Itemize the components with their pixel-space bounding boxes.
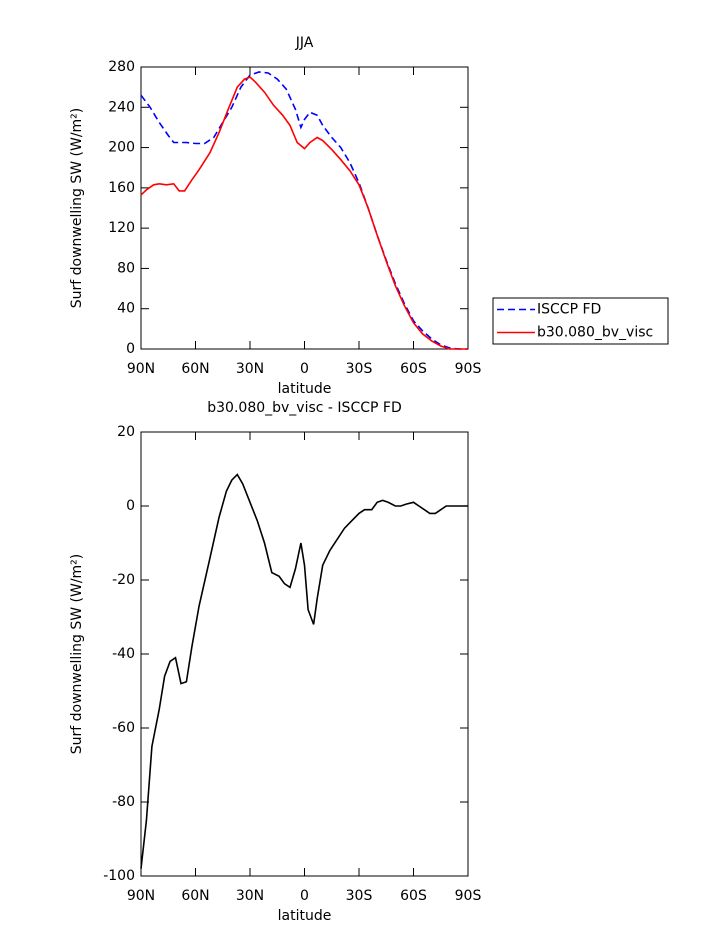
y-tick-label: -40 [112,646,135,662]
x-tick-label: 60S [400,888,427,904]
y-axis-label: Surf downwelling SW (W/m²) [69,108,85,309]
y-tick-label: -20 [112,572,135,588]
x-tick-label: 90N [127,361,155,377]
y-tick-label: 0 [126,341,135,357]
plot-frame [140,66,469,350]
y-tick-label: 0 [126,498,135,514]
y-tick-label: -100 [103,868,135,884]
y-tick-label: 80 [117,260,135,276]
x-axis-label: latitude [278,908,332,924]
x-tick-label: 30N [236,888,264,904]
x-tick-label: 0 [300,361,309,377]
chart-title: b30.080_bv_visc - ISCCP FD [207,400,401,416]
y-tick-label: 160 [108,180,135,196]
x-tick-label: 0 [300,888,309,904]
y-tick-label: 40 [117,301,135,317]
plot-frame [140,431,469,877]
y-tick-label: 280 [108,59,135,75]
data-line [140,76,468,350]
data-line [140,71,468,350]
legend-box [492,297,669,345]
x-tick-label: 90N [127,888,155,904]
legend-label: ISCCP FD [537,302,601,318]
y-tick-label: 20 [117,424,135,440]
x-tick-label: 30S [346,361,373,377]
y-tick-label: 120 [108,220,135,236]
x-tick-label: 90S [455,361,482,377]
x-axis-label: latitude [278,381,332,397]
x-tick-label: 60N [181,361,209,377]
x-tick-label: 60N [181,888,209,904]
data-line [140,473,468,869]
y-axis-label: Surf downwelling SW (W/m²) [69,554,85,755]
y-tick-label: 200 [108,140,135,156]
y-tick-label: 240 [108,99,135,115]
x-tick-label: 90S [455,888,482,904]
x-tick-label: 30S [346,888,373,904]
x-tick-label: 30N [236,361,264,377]
y-tick-label: -80 [112,794,135,810]
x-tick-label: 60S [400,361,427,377]
y-tick-label: -60 [112,720,135,736]
chart-title: JJA [295,35,314,51]
legend-label: b30.080_bv_visc [537,325,653,341]
